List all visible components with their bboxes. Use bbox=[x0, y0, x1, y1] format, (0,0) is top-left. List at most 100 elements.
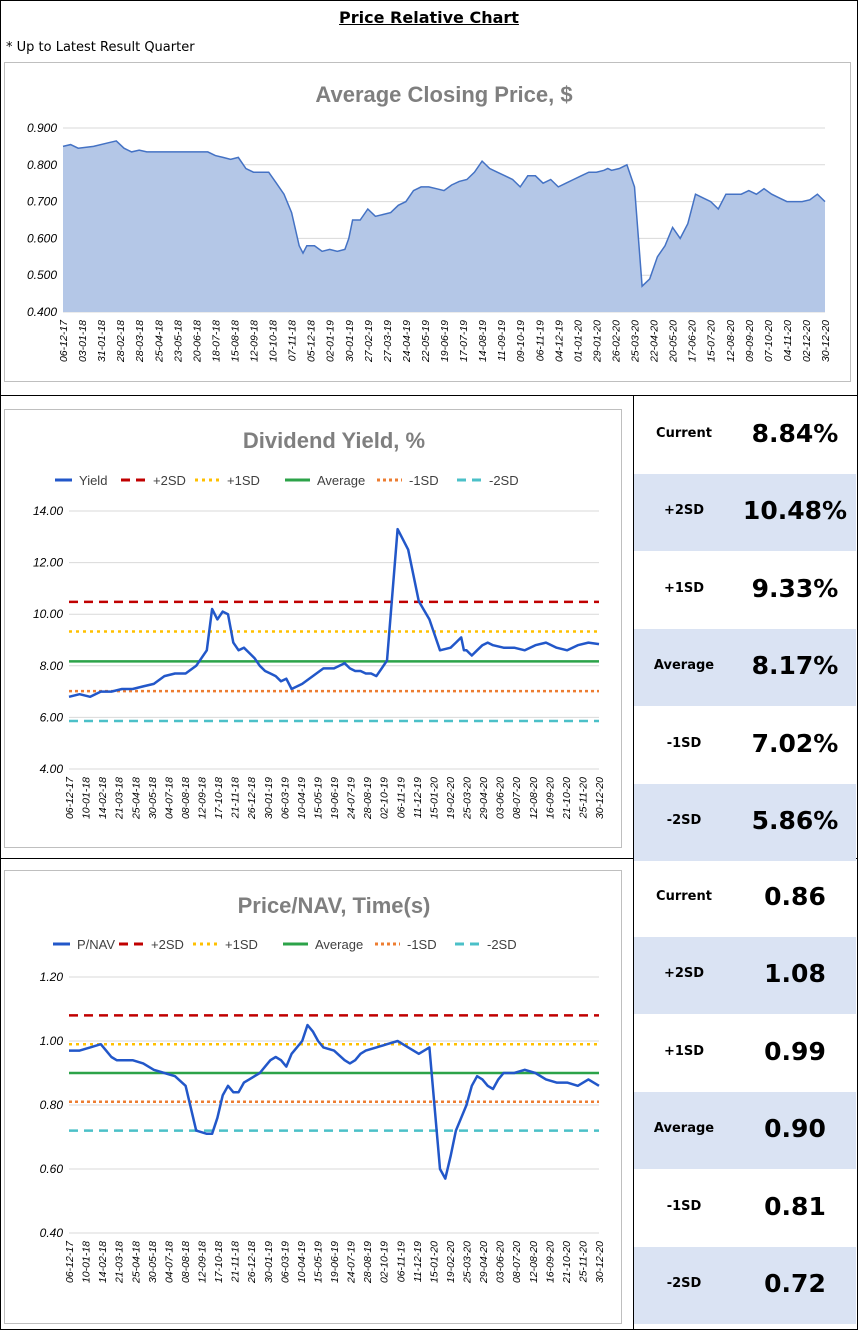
stat-label: +1SD bbox=[663, 580, 705, 596]
x-tick-label: 28-02-18 bbox=[115, 320, 127, 363]
legend-label: +1SD bbox=[225, 937, 258, 952]
x-tick-label: 21-03-18 bbox=[114, 1241, 126, 1284]
stat-value: 8.17% bbox=[751, 651, 839, 681]
legend-label: -1SD bbox=[409, 473, 439, 488]
y-tick-label: 6.00 bbox=[40, 710, 64, 724]
stat-value: 7.02% bbox=[751, 728, 839, 758]
x-tick-label: 03-01-18 bbox=[77, 320, 89, 362]
chart-title: Price/NAV, Time(s) bbox=[238, 893, 431, 918]
x-tick-label: 15-01-20 bbox=[428, 777, 440, 819]
x-tick-label: 25-03-20 bbox=[462, 777, 474, 820]
stat-label: Current bbox=[656, 888, 712, 904]
stats-row: Average 0.90 bbox=[634, 1091, 856, 1169]
y-tick-label: 8.00 bbox=[40, 659, 64, 673]
x-tick-label: 19-06-19 bbox=[329, 1241, 341, 1283]
y-tick-label: 12.00 bbox=[33, 556, 63, 570]
x-tick-label: 24-04-19 bbox=[401, 320, 413, 363]
x-tick-label: 30-12-20 bbox=[820, 320, 832, 362]
stat-label: Current bbox=[656, 425, 712, 441]
stat-value: 1.08 bbox=[764, 959, 826, 989]
x-tick-label: 10-01-18 bbox=[81, 777, 93, 819]
x-tick-label: 06-12-17 bbox=[64, 776, 76, 819]
stats-row: +1SD 0.99 bbox=[634, 1014, 856, 1092]
x-tick-label: 02-12-20 bbox=[801, 320, 813, 362]
x-tick-label: 30-01-19 bbox=[263, 777, 275, 819]
x-tick-label: 15-01-20 bbox=[428, 1241, 440, 1283]
x-tick-label: 23-05-18 bbox=[172, 320, 184, 363]
x-tick-label: 11-12-19 bbox=[412, 777, 424, 818]
stat-value: 0.99 bbox=[764, 1036, 826, 1066]
y-tick-label: 1.00 bbox=[40, 1034, 64, 1048]
x-tick-label: 07-10-20 bbox=[763, 320, 775, 362]
x-tick-label: 27-03-19 bbox=[382, 320, 394, 363]
stat-value: 8.84% bbox=[751, 418, 839, 448]
x-tick-label: 24-07-19 bbox=[346, 777, 358, 820]
x-tick-label: 06-03-19 bbox=[279, 1241, 291, 1283]
x-tick-label: 06-03-19 bbox=[279, 777, 291, 819]
legend-label: Average bbox=[315, 937, 363, 952]
yield-chart: Dividend Yield, % 14.00 12.00 10.00 8.00 6.00… bbox=[33, 428, 606, 820]
y-tick-label: 0.900 bbox=[27, 121, 57, 135]
x-tick-label: 10-10-18 bbox=[268, 320, 280, 362]
stats-row: -2SD 5.86% bbox=[634, 783, 856, 861]
x-tick-label: 25-04-18 bbox=[130, 777, 142, 820]
x-tick-label: 02-01-19 bbox=[325, 320, 337, 362]
x-tick-label: 17-06-20 bbox=[687, 320, 699, 362]
x-tick-label: 15-07-20 bbox=[706, 320, 718, 362]
x-tick-label: 28-08-19 bbox=[362, 777, 374, 820]
legend-label: +2SD bbox=[153, 473, 186, 488]
x-tick-label: 12-08-20 bbox=[528, 1241, 540, 1283]
x-tick-label: 12-09-18 bbox=[197, 1241, 209, 1283]
x-tick-label: 25-04-18 bbox=[153, 320, 165, 363]
yield-chart-container: Dividend Yield, % 14.00 12.00 10.00 8.00 6.00… bbox=[4, 409, 622, 848]
x-tick-label: 09-10-19 bbox=[515, 320, 527, 362]
price-chart: Average Closing Price, $ 0.900 0.800 0.700 0… bbox=[27, 82, 832, 363]
stat-label: -1SD bbox=[666, 1198, 702, 1214]
x-tick-label: 06-11-19 bbox=[395, 1241, 407, 1282]
x-tick-label: 17-10-18 bbox=[213, 1241, 225, 1283]
x-tick-label: 22-05-19 bbox=[420, 320, 432, 363]
x-tick-label: 15-05-19 bbox=[312, 1241, 324, 1283]
stats-row: +2SD 10.48% bbox=[634, 473, 856, 551]
x-tick-label: 25-04-18 bbox=[130, 1241, 142, 1284]
x-tick-label: 29-01-20 bbox=[591, 320, 603, 363]
x-tick-label: 02-10-19 bbox=[379, 1241, 391, 1283]
stat-label: Average bbox=[653, 1121, 715, 1137]
legend-label: Average bbox=[317, 473, 365, 488]
stats-row: +1SD 9.33% bbox=[634, 551, 856, 629]
x-tick-label: 12-08-20 bbox=[528, 777, 540, 819]
x-tick-label: 10-04-19 bbox=[296, 1241, 308, 1283]
x-tick-label: 04-07-18 bbox=[163, 777, 175, 819]
x-tick-label: 15-08-18 bbox=[229, 320, 241, 362]
x-tick-label: 18-07-18 bbox=[210, 320, 222, 362]
stats-row: -1SD 0.81 bbox=[634, 1169, 856, 1247]
stat-label: +2SD bbox=[663, 966, 705, 982]
x-tick-label: 11-09-19 bbox=[496, 320, 508, 361]
x-tick-label: 19-02-20 bbox=[445, 777, 457, 819]
stat-value: 0.72 bbox=[764, 1269, 826, 1299]
x-tick-label: 08-08-18 bbox=[180, 1241, 192, 1283]
x-tick-label: 19-06-19 bbox=[329, 777, 341, 819]
separator-middle bbox=[0, 858, 858, 859]
x-tick-label: 25-03-20 bbox=[630, 320, 642, 363]
x-tick-label: 19-06-19 bbox=[439, 320, 451, 362]
stat-value: 10.48% bbox=[742, 496, 848, 526]
x-tick-label: 17-10-18 bbox=[213, 777, 225, 819]
y-tick-label: 10.00 bbox=[33, 607, 63, 621]
stats-row: -2SD 0.72 bbox=[634, 1246, 856, 1324]
chart-title: Average Closing Price, $ bbox=[315, 82, 572, 107]
x-tick-label: 06-12-17 bbox=[58, 319, 70, 362]
x-tick-label: 22-04-20 bbox=[649, 320, 661, 363]
separator-top bbox=[0, 395, 858, 396]
x-tick-label: 07-11-18 bbox=[287, 320, 299, 361]
x-tick-label: 06-11-19 bbox=[395, 777, 407, 818]
x-tick-label: 04-07-18 bbox=[163, 1241, 175, 1283]
x-tick-label: 21-03-18 bbox=[114, 777, 126, 820]
x-tick-label: 10-04-19 bbox=[296, 777, 308, 819]
x-tick-label: 25-11-20 bbox=[577, 1241, 589, 1283]
x-tick-label: 14-02-18 bbox=[97, 1241, 109, 1283]
legend-label: Yield bbox=[79, 473, 107, 488]
separator-vertical bbox=[633, 395, 634, 1330]
legend-label: -2SD bbox=[489, 473, 519, 488]
x-tick-label: 26-12-18 bbox=[246, 1241, 258, 1284]
